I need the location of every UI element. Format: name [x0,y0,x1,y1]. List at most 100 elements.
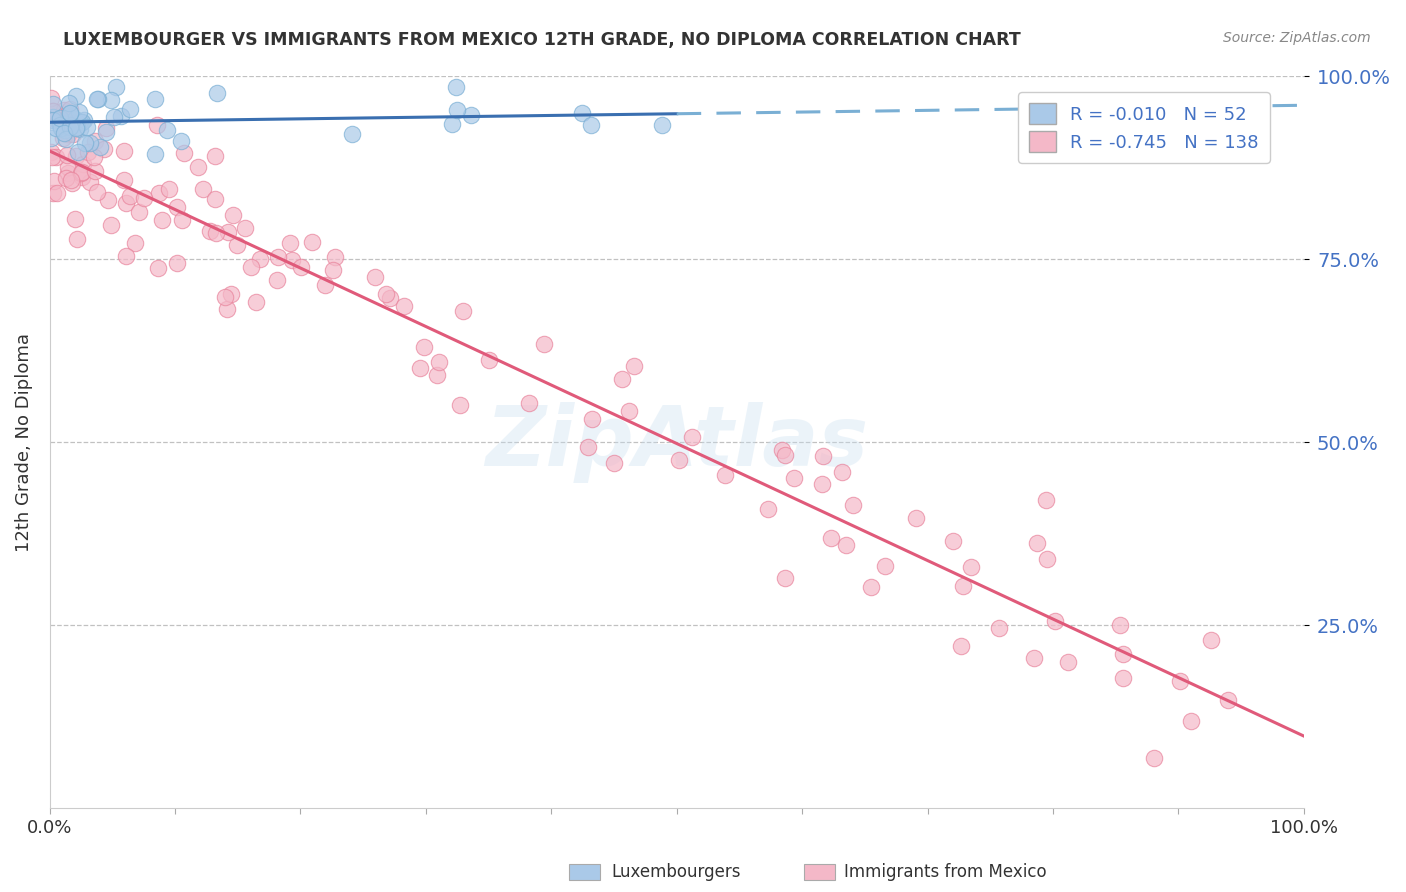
Point [42,104,65,119]
Text: Immigrants from Mexico: Immigrants from Mexico [844,863,1046,881]
Point [519,395,541,409]
Point [100,94,122,108]
Point [58,127,80,141]
Point [831,465,853,479]
Point [342,128,364,142]
Point [128,205,150,219]
Point [651,118,673,132]
Point [67,104,90,119]
Point [103,110,125,124]
Point [623,359,645,374]
Point [45,121,67,136]
Point [446,103,468,117]
Point [156,123,179,137]
Point [1180,714,1202,728]
Point [681,430,703,444]
Point [576,441,599,455]
Point [413,340,436,354]
Point [322,263,344,277]
Point [668,453,690,467]
Point [460,108,482,122]
Point [93,142,115,156]
Point [79,136,101,150]
Point [41,150,63,164]
Point [603,457,626,471]
Point [60,176,83,190]
Point [65,148,87,162]
Point [205,226,228,240]
Point [1057,655,1080,669]
Point [205,86,228,100]
Point [942,533,965,548]
Point [860,580,883,594]
Point [59,106,82,120]
Point [132,191,155,205]
Point [170,213,193,227]
Point [1045,615,1067,629]
Point [204,192,226,206]
Text: Luxembourgers: Luxembourgers [612,863,741,881]
Point [314,277,336,292]
Point [59,106,82,120]
Point [290,260,312,275]
Point [56,160,79,174]
Point [245,295,267,310]
Point [394,299,416,313]
Point [214,290,236,304]
Point [150,213,173,227]
Point [380,291,402,305]
Point [42,112,65,127]
Point [449,398,471,412]
Point [89,140,111,154]
Point [55,170,77,185]
Point [143,93,166,107]
Point [72,157,94,171]
Point [41,97,63,112]
Point [770,443,793,458]
Point [191,182,214,196]
Point [617,403,640,417]
Point [1024,650,1046,665]
Point [110,109,132,123]
Point [42,112,65,126]
Point [157,182,180,196]
Point [950,640,973,654]
Point [70,169,93,184]
Point [65,121,87,136]
Point [581,412,603,426]
Point [70,166,93,180]
Point [143,147,166,161]
Point [60,173,83,187]
Point [105,80,128,95]
Point [67,145,90,160]
Point [240,260,263,275]
Point [118,102,141,116]
Point [39,131,62,145]
Point [59,118,82,132]
Point [811,450,834,464]
Point [53,122,76,136]
Point [187,160,209,174]
Point [66,120,89,134]
Point [112,173,135,187]
Point [1036,552,1059,566]
Point [146,260,169,275]
Point [46,186,69,200]
Point [266,273,288,287]
Point [52,126,75,140]
Point [73,136,96,150]
Point [70,115,93,129]
Point [364,269,387,284]
Point [115,249,138,263]
Y-axis label: 12th Grade, No Diploma: 12th Grade, No Diploma [15,333,32,552]
Legend: R = -0.010   N = 52, R = -0.745   N = 138: R = -0.010 N = 52, R = -0.745 N = 138 [1018,93,1270,163]
Point [146,119,169,133]
Point [72,112,94,127]
Point [52,111,75,125]
Point [427,355,450,369]
Point [115,195,138,210]
Point [1143,751,1166,765]
Point [63,112,86,127]
Point [842,498,865,512]
Point [820,532,842,546]
